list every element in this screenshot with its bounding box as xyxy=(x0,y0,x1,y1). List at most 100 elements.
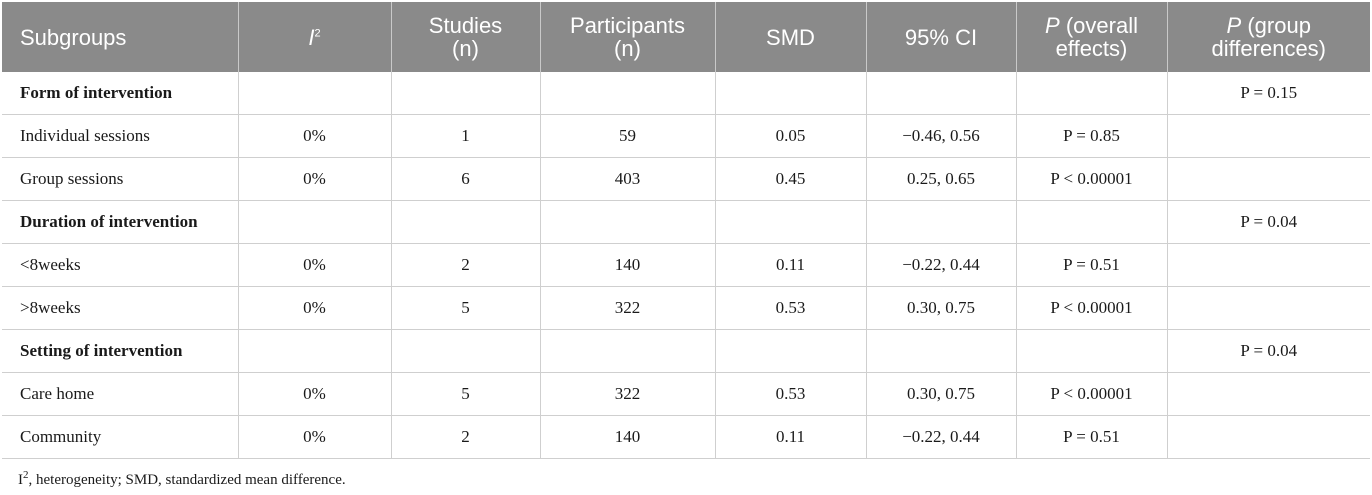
header-p-group: P (group differences) xyxy=(1167,2,1370,72)
subgroup-cell: Individual sessions xyxy=(2,114,239,158)
group-p-value: P = 0.15 xyxy=(1167,72,1370,115)
i2-cell: 0% xyxy=(238,372,392,416)
table-row: <8weeks 0% 2 140 0.11 −0.22, 0.44 P = 0.… xyxy=(2,243,1370,287)
empty-cell xyxy=(391,72,541,115)
empty-cell xyxy=(391,329,541,373)
smd-cell: 0.45 xyxy=(715,157,867,201)
header-i2: I2 xyxy=(238,2,392,72)
header-subgroups: Subgroups xyxy=(2,2,239,72)
group-label: Form of intervention xyxy=(2,72,239,115)
empty-cell xyxy=(391,200,541,244)
group-label: Duration of intervention xyxy=(2,200,239,244)
subgroup-cell: Care home xyxy=(2,372,239,416)
i2-cell: 0% xyxy=(238,415,392,459)
group-row-setting: Setting of intervention P = 0.04 xyxy=(2,329,1370,373)
p-overall-cell: P = 0.51 xyxy=(1016,243,1168,287)
table-row: >8weeks 0% 5 322 0.53 0.30, 0.75 P < 0.0… xyxy=(2,286,1370,330)
group-p-value: P = 0.04 xyxy=(1167,200,1370,244)
header-participants-line2: (n) xyxy=(614,36,641,61)
smd-cell: 0.53 xyxy=(715,286,867,330)
header-p-group-line2: differences) xyxy=(1211,36,1327,61)
subgroup-analysis-table: Subgroups I2 Studies (n) Participants (n) … xyxy=(2,2,1370,459)
table-footnote: I2, heterogeneity; SMD, standardized mea… xyxy=(18,469,346,489)
header-ci: 95% CI xyxy=(866,2,1017,72)
studies-cell: 5 xyxy=(391,372,541,416)
ci-cell: 0.30, 0.75 xyxy=(866,372,1017,416)
empty-cell xyxy=(540,200,716,244)
participants-cell: 322 xyxy=(540,372,716,416)
header-p-overall-line2: effects) xyxy=(1055,36,1128,61)
subgroup-cell: >8weeks xyxy=(2,286,239,330)
table-row: Community 0% 2 140 0.11 −0.22, 0.44 P = … xyxy=(2,415,1370,459)
footnote-i-sup: 2 xyxy=(23,469,29,481)
empty-cell xyxy=(866,200,1017,244)
header-p-overall: P (overall effects) xyxy=(1016,2,1168,72)
smd-cell: 0.53 xyxy=(715,372,867,416)
empty-cell xyxy=(238,72,392,115)
p-overall-cell: P < 0.00001 xyxy=(1016,286,1168,330)
i2-cell: 0% xyxy=(238,114,392,158)
header-i2-base: I xyxy=(308,24,315,50)
empty-cell xyxy=(1167,243,1370,287)
empty-cell xyxy=(715,72,867,115)
p-overall-cell: P = 0.51 xyxy=(1016,415,1168,459)
empty-cell xyxy=(540,72,716,115)
empty-cell xyxy=(1167,415,1370,459)
participants-cell: 59 xyxy=(540,114,716,158)
ci-cell: 0.25, 0.65 xyxy=(866,157,1017,201)
empty-cell xyxy=(238,329,392,373)
header-participants: Participants (n) xyxy=(540,2,716,72)
participants-cell: 403 xyxy=(540,157,716,201)
header-participants-line1: Participants xyxy=(570,13,685,38)
header-p-overall-line1: (overall xyxy=(1059,13,1138,38)
empty-cell xyxy=(866,329,1017,373)
table-row: Care home 0% 5 322 0.53 0.30, 0.75 P < 0… xyxy=(2,372,1370,416)
group-p-value: P = 0.04 xyxy=(1167,329,1370,373)
subgroup-cell: Group sessions xyxy=(2,157,239,201)
studies-cell: 2 xyxy=(391,243,541,287)
group-label: Setting of intervention xyxy=(2,329,239,373)
empty-cell xyxy=(1167,157,1370,201)
header-studies-line1: Studies xyxy=(428,13,503,38)
participants-cell: 322 xyxy=(540,286,716,330)
smd-cell: 0.11 xyxy=(715,415,867,459)
group-row-duration: Duration of intervention P = 0.04 xyxy=(2,200,1370,244)
header-smd: SMD xyxy=(715,2,867,72)
ci-cell: 0.30, 0.75 xyxy=(866,286,1017,330)
header-p-overall-p: P xyxy=(1045,13,1060,38)
empty-cell xyxy=(715,329,867,373)
studies-cell: 6 xyxy=(391,157,541,201)
footnote-i-base: I xyxy=(18,472,23,488)
header-i2-sup: 2 xyxy=(314,27,321,40)
empty-cell xyxy=(238,200,392,244)
header-p-group-p: P xyxy=(1226,13,1242,38)
empty-cell xyxy=(1167,372,1370,416)
empty-cell xyxy=(1016,329,1168,373)
subgroup-cell: <8weeks xyxy=(2,243,239,287)
empty-cell xyxy=(1016,200,1168,244)
empty-cell xyxy=(1167,114,1370,158)
header-studies-line2: (n) xyxy=(452,36,479,61)
participants-cell: 140 xyxy=(540,243,716,287)
i2-cell: 0% xyxy=(238,157,392,201)
group-row-form: Form of intervention P = 0.15 xyxy=(2,72,1370,115)
empty-cell xyxy=(1167,286,1370,330)
empty-cell xyxy=(540,329,716,373)
smd-cell: 0.11 xyxy=(715,243,867,287)
studies-cell: 5 xyxy=(391,286,541,330)
table-row: Group sessions 0% 6 403 0.45 0.25, 0.65 … xyxy=(2,157,1370,201)
empty-cell xyxy=(1016,72,1168,115)
header-row: Subgroups I2 Studies (n) Participants (n) … xyxy=(2,2,1370,72)
ci-cell: −0.22, 0.44 xyxy=(866,243,1017,287)
studies-cell: 1 xyxy=(391,114,541,158)
studies-cell: 2 xyxy=(391,415,541,459)
empty-cell xyxy=(866,72,1017,115)
header-p-group-line1: (group xyxy=(1241,13,1311,38)
smd-cell: 0.05 xyxy=(715,114,867,158)
header-studies: Studies (n) xyxy=(391,2,541,72)
p-overall-cell: P < 0.00001 xyxy=(1016,372,1168,416)
footnote-text: , heterogeneity; SMD, standardized mean … xyxy=(28,472,346,488)
ci-cell: −0.46, 0.56 xyxy=(866,114,1017,158)
participants-cell: 140 xyxy=(540,415,716,459)
i2-cell: 0% xyxy=(238,286,392,330)
